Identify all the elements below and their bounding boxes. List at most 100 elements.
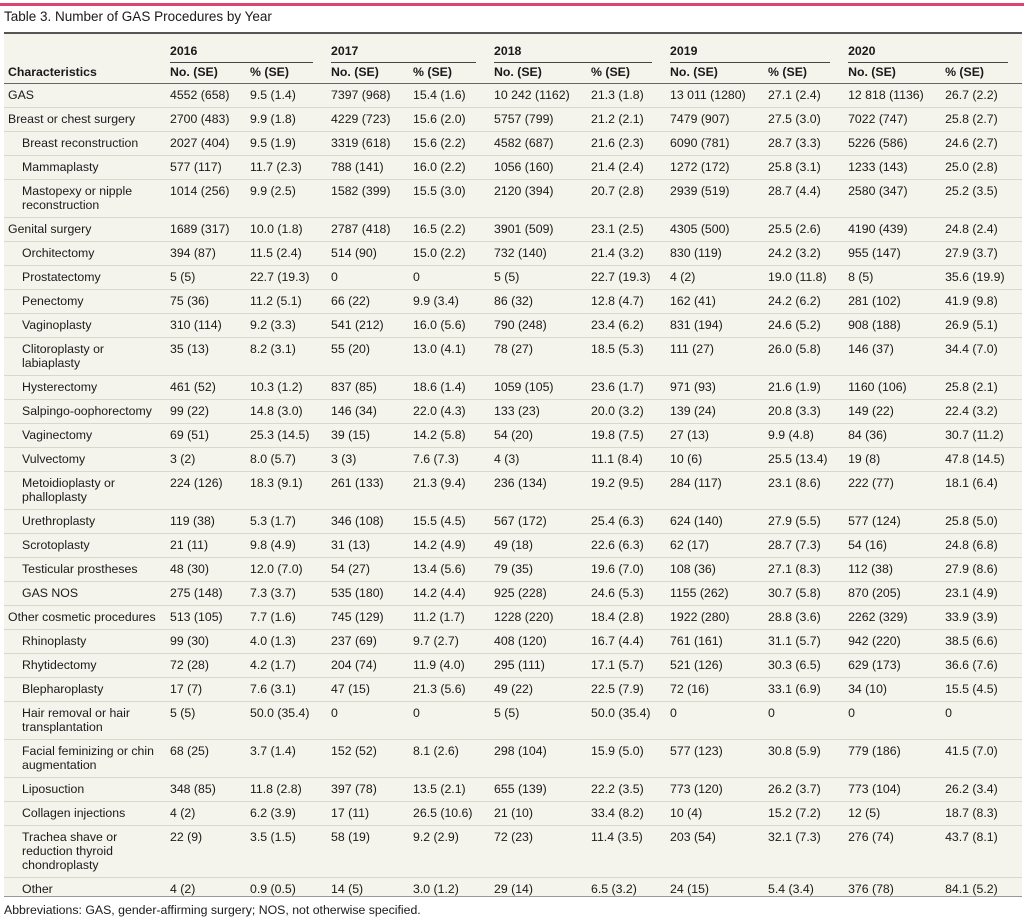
percent-cell: 11.4 (3.5) (591, 830, 643, 844)
count-cell: 3319 (618) (331, 136, 391, 150)
percent-cell: 12.0 (7.0) (250, 562, 303, 576)
count-cell: 541 (212) (331, 318, 384, 332)
count-cell: 86 (32) (494, 294, 533, 308)
percent-cell: 16.7 (4.4) (591, 634, 644, 648)
row-label: Vaginoplasty (22, 318, 92, 332)
percent-cell: 7.3 (3.7) (250, 586, 296, 600)
row-label: Trachea shave or reduction thyroid chond… (22, 830, 118, 872)
count-cell: 1689 (317) (170, 222, 230, 236)
percent-cell: 5.3 (1.7) (250, 514, 296, 528)
count-cell: 149 (22) (848, 404, 894, 418)
count-cell: 34 (10) (848, 682, 888, 696)
table-row: Vaginectomy 69 (51) 25.3 (14.5) 39 (15) 14.2… (4, 423, 1023, 448)
count-cell: 19 (8) (848, 452, 881, 466)
procedures-table: 2016 2017 2018 2019 2020 Characteristics… (4, 34, 1023, 901)
percent-cell: 23.1 (2.5) (591, 222, 644, 236)
count-cell: 75 (36) (170, 294, 209, 308)
count-cell: 513 (105) (170, 610, 223, 624)
count-cell: 62 (17) (670, 538, 710, 552)
count-cell: 4190 (439) (848, 222, 908, 236)
count-cell: 22 (9) (170, 830, 203, 844)
percent-cell: 20.0 (3.2) (591, 404, 644, 418)
percent-cell: 21.4 (2.4) (591, 160, 644, 174)
count-cell: 1059 (105) (494, 380, 554, 394)
count-cell: 236 (134) (494, 476, 547, 490)
percent-cell: 8.0 (5.7) (250, 452, 296, 466)
year-2020: 2020 (844, 34, 1022, 63)
percent-cell: 13.4 (5.6) (413, 562, 466, 576)
count-cell: 27 (13) (670, 428, 710, 442)
footnote: Abbreviations: GAS, gender-affirming sur… (4, 903, 421, 917)
percent-cell: 13.0 (4.1) (413, 342, 466, 356)
count-cell: 514 (90) (331, 246, 377, 260)
table-row: Vulvectomy 3 (2) 8.0 (5.7) 3 (3) 7.6 (7.3) 4 … (4, 447, 1023, 472)
percent-cell: 10.0 (1.8) (250, 222, 303, 236)
count-cell: 2120 (394) (494, 184, 554, 198)
count-cell: 397 (78) (331, 782, 377, 796)
percent-cell: 14.8 (3.0) (250, 404, 303, 418)
percent-cell: 35.6 (19.9) (945, 270, 1005, 284)
percent-cell: 0.9 (0.5) (250, 882, 296, 896)
table-row: Hair removal or hair transplantation 5 (5… (4, 701, 1023, 740)
percent-cell: 22.6 (6.3) (591, 538, 644, 552)
percent-cell: 7.7 (1.6) (250, 610, 296, 624)
table-row: GAS NOS 275 (148) 7.3 (3.7) 535 (180) 14.2 (… (4, 581, 1023, 606)
percent-cell: 43.7 (8.1) (945, 830, 998, 844)
count-cell: 830 (119) (670, 246, 722, 260)
count-cell: 5 (5) (494, 706, 520, 720)
table-row: Collagen injections 4 (2) 6.2 (3.9) 17 (11)… (4, 801, 1023, 826)
count-cell: 298 (104) (494, 744, 547, 758)
count-cell: 4 (2) (170, 806, 196, 820)
count-cell: 4305 (500) (670, 222, 730, 236)
count-cell: 4229 (723) (331, 112, 391, 126)
count-cell: 66 (22) (331, 294, 370, 308)
percent-cell: 84.1 (5.2) (945, 882, 998, 896)
percent-cell: 30.3 (6.5) (768, 658, 821, 672)
table-row: Liposuction 348 (85) 11.8 (2.8) 397 (78) 13.… (4, 777, 1023, 802)
count-cell: 2939 (519) (670, 184, 730, 198)
percent-cell: 21.6 (2.3) (591, 136, 644, 150)
count-cell: 908 (188) (848, 318, 901, 332)
percent-cell: 15.5 (4.5) (945, 682, 998, 696)
percent-cell: 32.1 (7.3) (768, 830, 821, 844)
count-cell: 275 (148) (170, 586, 223, 600)
percent-cell: 26.0 (5.8) (768, 342, 821, 356)
count-cell: 5226 (586) (848, 136, 908, 150)
count-cell: 112 (38) (848, 562, 893, 576)
percent-cell: 0 (413, 706, 420, 720)
percent-cell: 4.2 (1.7) (250, 658, 296, 672)
count-cell: 955 (147) (848, 246, 901, 260)
row-label: Metoidioplasty or phalloplasty (22, 476, 115, 504)
percent-cell: 20.7 (2.8) (591, 184, 644, 198)
count-cell: 133 (23) (494, 404, 540, 418)
percent-cell: 31.1 (5.7) (768, 634, 821, 648)
count-cell: 47 (15) (331, 682, 370, 696)
count-cell: 2700 (483) (170, 112, 230, 126)
percent-cell: 19.8 (7.5) (591, 428, 644, 442)
percent-cell: 8.2 (3.1) (250, 342, 296, 356)
accent-rule (0, 3, 1024, 6)
percent-cell: 18.1 (6.4) (945, 476, 998, 490)
percent-cell: 25.5 (13.4) (768, 452, 828, 466)
percent-cell: 41.9 (9.8) (945, 294, 998, 308)
percent-cell: 9.5 (1.9) (250, 136, 296, 150)
percent-cell: 23.1 (8.6) (768, 476, 821, 490)
count-cell: 31 (13) (331, 538, 370, 552)
percent-cell: 14.2 (4.4) (413, 586, 466, 600)
percent-cell: 21.3 (1.8) (591, 88, 644, 102)
year-2018: 2018 (490, 34, 666, 63)
percent-cell: 26.9 (5.1) (945, 318, 998, 332)
count-cell: 745 (129) (331, 610, 384, 624)
table-container: 2016 2017 2018 2019 2020 Characteristics… (4, 32, 1023, 897)
percent-cell: 18.6 (1.4) (413, 380, 466, 394)
count-cell: 942 (220) (848, 634, 901, 648)
row-label: Orchitectomy (22, 246, 95, 260)
percent-cell: 25.8 (2.7) (945, 112, 998, 126)
count-cell: 10 (4) (670, 806, 703, 820)
percent-cell: 9.2 (3.3) (250, 318, 296, 332)
percent-cell: 27.9 (3.7) (945, 246, 998, 260)
count-cell: 1233 (143) (848, 160, 908, 174)
table-title: Table 3. Number of GAS Procedures by Yea… (4, 9, 272, 24)
row-label: Breast or chest surgery (8, 112, 136, 126)
percent-cell: 23.1 (4.9) (945, 586, 998, 600)
